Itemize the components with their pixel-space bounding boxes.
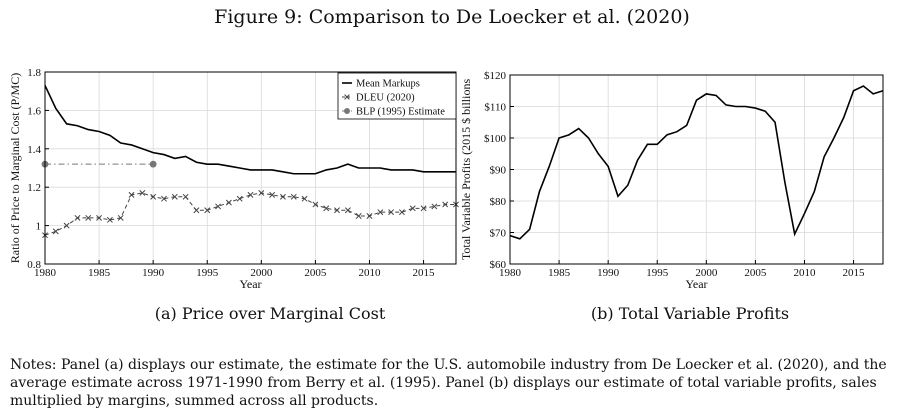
x-tick-label: 2005 (304, 267, 327, 279)
legend-label: Mean Markups (356, 79, 420, 90)
data-point-x-marker (377, 209, 384, 216)
x-tick-label: 2000 (250, 267, 273, 279)
data-point-x-marker (388, 209, 395, 216)
x-axis-label: Year (239, 277, 261, 291)
legend-label: DLEU (2020) (356, 93, 415, 104)
data-point-x-marker (106, 216, 113, 223)
data-point-x-marker (279, 193, 286, 200)
y-tick-label: $90 (490, 165, 507, 177)
gridlines (509, 74, 883, 265)
y-tick-label: 1 (36, 221, 42, 233)
series-line-1 (44, 192, 456, 236)
data-point-x-marker (171, 193, 178, 200)
data-point-x-marker (366, 213, 373, 219)
data-point-x-marker (215, 203, 222, 210)
data-point-x-marker (204, 207, 211, 214)
y-axis-label: Total Variable Profits (2015 $ billions (459, 79, 473, 261)
x-tick-label: 1995 (196, 267, 219, 279)
data-point-x-marker (150, 193, 157, 200)
data-point-x-marker (117, 214, 124, 221)
data-point-x-marker (355, 213, 362, 219)
panel-a-chart: 1980 1985 1990 1995 2000 2005 2010 2015 0.8 1 1.2 1… (8, 67, 459, 291)
data-point-x-marker (431, 203, 438, 210)
x-tick-label: 1995 (646, 267, 669, 279)
data-point-x-marker (290, 193, 297, 200)
figure-title: Figure 9: Comparison to De Loecker et al… (214, 6, 690, 28)
x-tick-label: 1985 (88, 267, 111, 279)
data-point-x-marker (247, 191, 254, 198)
x-tick-label: 1985 (548, 267, 571, 279)
data-point-x-marker (85, 214, 92, 221)
legend: Mean Markups DLEU (2020) BLP (1995) Estima… (337, 72, 457, 120)
y-tick-label: 1.6 (27, 105, 41, 117)
data-point-x-marker (74, 214, 81, 221)
legend-box (337, 72, 457, 120)
data-point-x-marker (161, 195, 167, 202)
x-tick-label: 1990 (597, 267, 620, 279)
legend-circle-marker (344, 108, 350, 114)
series-line-0 (44, 85, 456, 175)
legend-label: BLP (1995) Estimate (356, 107, 445, 118)
data-point-x-marker (63, 222, 70, 229)
data-point-x-marker (193, 207, 200, 214)
data-point-x-marker (398, 209, 405, 216)
x-tick-label: 1980 (499, 267, 522, 279)
data-point-x-marker (128, 191, 135, 198)
data-point-x-marker (139, 190, 146, 196)
y-tick-label: 1.8 (27, 67, 41, 79)
x-tick-label: 2015 (413, 267, 436, 279)
data-point-x-marker (312, 201, 319, 208)
data-point-x-marker (409, 205, 416, 212)
y-axis-label: Ratio of Price to Marginal Cost (P/MC) (8, 73, 22, 263)
data-point-x-marker (225, 199, 232, 206)
y-tick-label: $100 (484, 133, 507, 145)
x-axis-label: Year (685, 277, 707, 291)
panel-a-caption: (a) Price over Marginal Cost (154, 304, 386, 323)
data-point-x-marker (442, 201, 449, 208)
data-point-x-marker (301, 195, 308, 202)
x-tick-label: 2000 (695, 267, 718, 279)
x-tick-label: 1990 (142, 267, 165, 279)
plot-frame (44, 71, 457, 265)
x-tick-label: 2015 (843, 267, 866, 279)
data-point-x-marker (269, 191, 276, 198)
x-tick-label: 1980 (34, 267, 57, 279)
data-point-circle (149, 160, 157, 168)
panel-b-caption: (b) Total Variable Profits (590, 304, 790, 323)
y-tick-label: 0.8 (27, 259, 41, 271)
legend-x-marker (344, 94, 350, 100)
data-point-x-marker (420, 205, 427, 212)
data-point-x-marker (323, 205, 330, 212)
data-point-x-marker (258, 190, 265, 196)
y-tick-label: $70 (490, 228, 507, 240)
data-point-x-marker (182, 193, 189, 200)
data-point-x-marker (334, 207, 340, 214)
y-tick-label: $120 (484, 70, 507, 82)
y-tick-label: 1.2 (27, 182, 41, 194)
series-line-0 (509, 85, 884, 240)
figure-notes: Notes: Panel (a) displays our estimate, … (10, 357, 887, 409)
data-point-x-marker (236, 195, 243, 202)
y-tick-label: $80 (490, 196, 507, 208)
x-tick-label: 2005 (744, 267, 767, 279)
data-point-x-marker (344, 207, 351, 214)
y-tick-label: $110 (484, 102, 506, 114)
panel-b-chart: 1980 1985 1990 1995 2000 2005 2010 2015 $60 $70 $8… (459, 70, 884, 291)
y-tick-label: $60 (490, 259, 507, 271)
data-point-x-marker (52, 228, 59, 235)
data-point-x-marker (96, 214, 103, 221)
y-tick-label: 1.4 (27, 144, 41, 156)
x-tick-label: 2010 (793, 267, 816, 279)
x-tick-label: 2010 (358, 267, 381, 279)
